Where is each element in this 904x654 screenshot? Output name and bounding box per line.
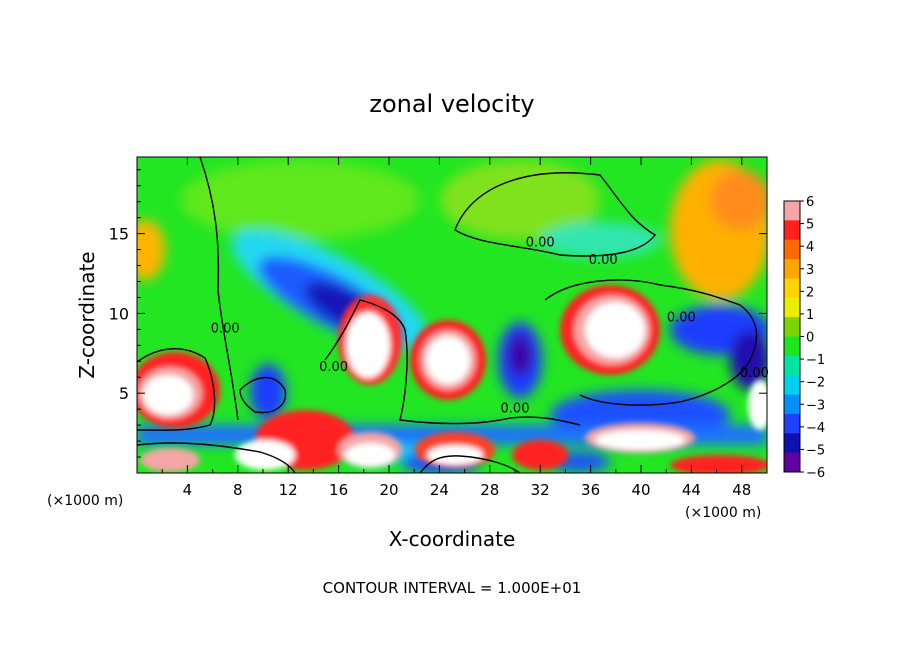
y-tick-label: 15 bbox=[109, 225, 129, 244]
x-tick-label: 12 bbox=[279, 481, 298, 499]
contour-label: 0.00 bbox=[589, 253, 618, 268]
colorbar-label: −1 bbox=[806, 353, 825, 368]
x-tick-label: 16 bbox=[329, 481, 348, 499]
colorbar: 6 5 4 3 2 1 0 −1 −2 −3 −4 −5 −6 bbox=[783, 195, 825, 481]
colorbar-label: −5 bbox=[806, 443, 825, 458]
colorbar-label: 3 bbox=[806, 263, 814, 278]
contour-label: 0.00 bbox=[211, 322, 240, 337]
contour-labels: 0.00 0.00 0.00 0.00 0.00 0.00 0.00 bbox=[211, 235, 769, 416]
contour-interval-note: CONTOUR INTERVAL = 1.000E+01 bbox=[323, 579, 582, 597]
y-axis: 5 10 15 bbox=[109, 169, 767, 458]
colorbar-label: 4 bbox=[806, 240, 814, 255]
x-tick-label: 24 bbox=[430, 481, 449, 499]
colorbar-label: −4 bbox=[806, 421, 825, 436]
colorbar-swatch bbox=[784, 433, 800, 454]
x-tick-label: 8 bbox=[233, 481, 243, 499]
x-tick-label: 44 bbox=[682, 481, 701, 499]
heatmap-field bbox=[137, 157, 767, 473]
colorbar-swatch bbox=[784, 336, 800, 357]
y-axis-label: Z-coordinate bbox=[75, 251, 99, 378]
contour-label: 0.00 bbox=[319, 360, 348, 375]
contour-label: 0.00 bbox=[526, 235, 555, 250]
x-unit-right: (×1000 m) bbox=[685, 505, 761, 521]
colorbar-swatch bbox=[784, 278, 800, 299]
x-tick-label: 20 bbox=[379, 481, 398, 499]
colorbar-label: 0 bbox=[806, 331, 814, 346]
colorbar-swatch bbox=[784, 201, 800, 221]
colorbar-swatch bbox=[784, 220, 800, 241]
colorbar-swatch bbox=[784, 375, 800, 396]
y-tick-label: 10 bbox=[109, 304, 129, 323]
x-tick-label: 32 bbox=[531, 481, 550, 499]
x-axis-label: X-coordinate bbox=[389, 527, 516, 551]
y-tick-label: 5 bbox=[119, 384, 129, 403]
x-unit-left: (×1000 m) bbox=[47, 493, 123, 509]
colorbar-swatch bbox=[784, 355, 800, 376]
chart-title: zonal velocity bbox=[369, 90, 534, 118]
colorbar-swatch bbox=[784, 259, 800, 279]
x-tick-label: 40 bbox=[631, 481, 650, 499]
colorbar-swatch bbox=[784, 317, 800, 337]
colorbar-label: −2 bbox=[806, 376, 825, 391]
contour-label: 0.00 bbox=[667, 310, 696, 325]
contour-label: 0.00 bbox=[740, 366, 769, 381]
contour-label: 0.00 bbox=[501, 401, 530, 416]
zero-contours bbox=[137, 157, 758, 473]
colorbar-swatch bbox=[784, 239, 800, 260]
x-axis: 4 8 12 16 20 24 28 32 36 40 44 48 bbox=[161, 157, 751, 499]
colorbar-swatch bbox=[784, 297, 800, 318]
x-tick-label: 28 bbox=[480, 481, 499, 499]
x-tick-label: 36 bbox=[581, 481, 600, 499]
colorbar-swatch bbox=[784, 394, 800, 415]
x-tick-label: 48 bbox=[732, 481, 751, 499]
colorbar-label: 6 bbox=[806, 195, 814, 210]
colorbar-label: −3 bbox=[806, 398, 825, 413]
colorbar-swatch bbox=[784, 452, 800, 473]
plot-frame bbox=[136, 156, 768, 474]
colorbar-label: 5 bbox=[806, 218, 814, 233]
colorbar-label: 1 bbox=[806, 308, 814, 323]
colorbar-label: 2 bbox=[806, 285, 814, 300]
colorbar-swatch bbox=[784, 413, 800, 434]
x-tick-label: 4 bbox=[183, 481, 193, 499]
colorbar-label: −6 bbox=[806, 466, 825, 481]
